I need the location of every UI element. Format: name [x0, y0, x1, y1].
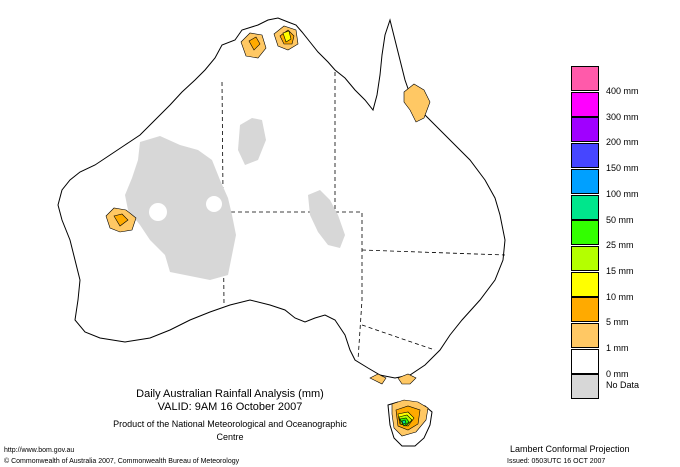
legend-label: 300 mm [606, 111, 639, 122]
valid-date: VALID: 9AM 16 October 2007 [157, 401, 303, 413]
no-data-gap [206, 196, 222, 212]
legend-swatch [571, 220, 599, 246]
product-credit: Product of the National Meteorological a… [113, 419, 347, 442]
legend-label: 200 mm [606, 137, 639, 148]
issued-time: Issued: 0503UTC 16 OCT 2007 [507, 458, 606, 465]
legend-swatch [571, 143, 599, 169]
legend-label: 10 mm [606, 291, 634, 302]
legend-label: 50 mm [606, 214, 634, 225]
no-data-regions [125, 118, 345, 280]
legend-swatch [571, 323, 599, 348]
legend-swatch [571, 168, 599, 194]
legend-label: 400 mm [606, 86, 639, 96]
title-block: Daily Australian Rainfall Analysis (mm) … [100, 388, 360, 444]
legend-label: 5 mm [606, 317, 629, 328]
legend-label: No Data [606, 380, 640, 391]
legend-label: 100 mm [606, 188, 639, 199]
legend-label: 25 mm [606, 240, 634, 251]
map-title: Daily Australian Rainfall Analysis (mm) [136, 388, 324, 400]
legend-swatch [571, 117, 599, 143]
legend-swatch [571, 271, 599, 297]
legend-label: 15 mm [606, 265, 634, 276]
rainfall-50mm [401, 419, 407, 425]
no-data-gap [149, 203, 167, 221]
copyright: © Commonwealth of Australia 2007, Common… [4, 458, 240, 465]
legend-label: 0 mm [606, 368, 629, 379]
legend-swatch [571, 348, 599, 374]
legend-swatch [571, 297, 599, 323]
legend-swatch [571, 194, 599, 220]
legend-label: 1 mm [606, 343, 629, 353]
projection: Lambert Conformal Projection [510, 444, 630, 454]
legend-swatch [571, 245, 599, 271]
source-url: http://www.bom.gov.au [4, 447, 75, 454]
legend-label: 150 mm [606, 163, 639, 174]
australia-mainland [57, 17, 506, 379]
legend-swatch [571, 91, 599, 117]
legend-swatch [571, 66, 599, 91]
legend-swatch [571, 374, 599, 400]
